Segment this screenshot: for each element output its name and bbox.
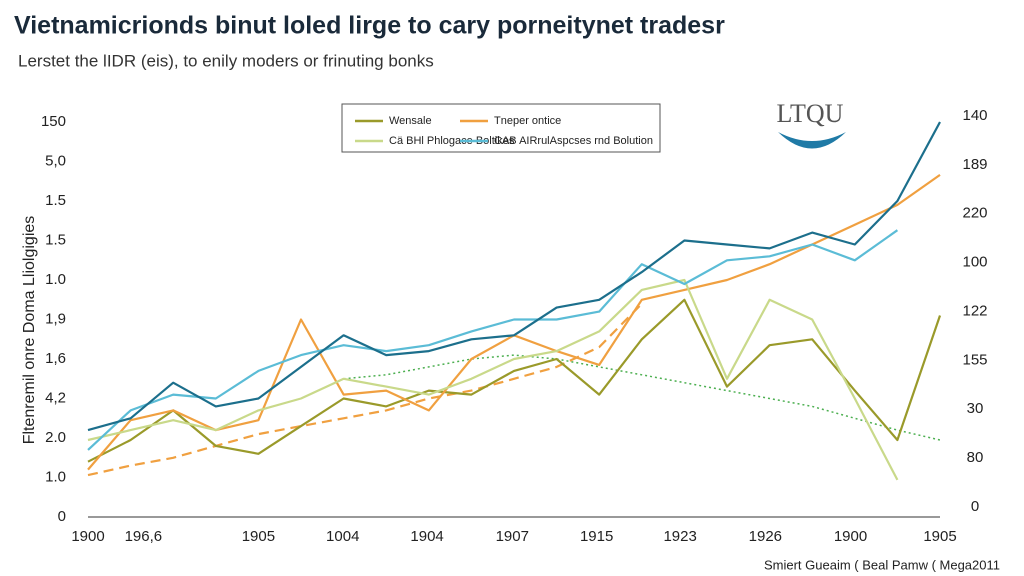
- series-line: [87, 121, 941, 432]
- y-tick-label: 1.0: [45, 271, 66, 288]
- chart-subtitle: Lerstet the lIDR (eis), to enily moders …: [18, 51, 434, 70]
- y2-tick-label: 122: [962, 302, 987, 319]
- series-line: [87, 278, 899, 481]
- legend-label: Wensale: [389, 115, 432, 127]
- y-tick-label: 2.0: [45, 429, 66, 446]
- y-tick-label: 1.0: [45, 468, 66, 485]
- x-tick-label: 1904: [410, 528, 443, 545]
- series-line: [87, 229, 899, 451]
- logo-text: LTQU: [777, 99, 844, 128]
- x-tick-label: 1905: [923, 528, 956, 545]
- y-tick-label: 1,6: [45, 350, 66, 367]
- x-tick-label: 1915: [580, 528, 613, 545]
- y-tick-label: 4,2: [45, 389, 66, 406]
- y2-tick-label: 220: [962, 205, 987, 222]
- y2-tick-label: 0: [971, 498, 979, 515]
- source-note: Smiert Gueaim ( Beal Pamw ( Mega2011: [764, 557, 1000, 572]
- logo: LTQU: [777, 99, 846, 149]
- y2-tick-label: 80: [967, 449, 984, 466]
- y-tick-label: 1,9: [45, 310, 66, 327]
- x-tick-label: 1905: [242, 528, 275, 545]
- legend-label: Cä BHl Phlogace Boltikes: [389, 135, 515, 147]
- y-tick-label: 1.5: [45, 192, 66, 209]
- series-line: [87, 298, 942, 463]
- series-line: [87, 302, 643, 477]
- y-tick-label: 0: [58, 508, 66, 525]
- x-tick-label: 196,6: [125, 528, 163, 545]
- series-line: [343, 354, 941, 441]
- y2-tick-label: 189: [962, 156, 987, 173]
- x-tick-label: 1900: [834, 528, 867, 545]
- y2-tick-label: 100: [962, 254, 987, 271]
- logo-swoosh: [778, 132, 846, 149]
- y-tick-label: 150: [41, 113, 66, 130]
- y2-tick-label: 155: [962, 351, 987, 368]
- legend-label: CAB AIRrulAspcses rnd Bolution: [494, 135, 653, 147]
- y-tick-label: 5,0: [45, 152, 66, 169]
- legend-box: [341, 103, 661, 153]
- y2-tick-label: 30: [967, 400, 984, 417]
- x-tick-label: 1004: [326, 528, 359, 545]
- chart-title: Vietnamicrionds binut loled lirge to car…: [14, 12, 725, 40]
- y-tick-label: 1.5: [45, 231, 66, 248]
- y-axis-label: Fltenremil onre Doma Lliolgigies: [21, 216, 38, 445]
- x-tick-label: 1900: [71, 528, 104, 545]
- legend-label: Tneper ontice: [494, 115, 561, 127]
- x-tick-label: 1923: [663, 528, 696, 545]
- x-tick-label: 1907: [496, 528, 529, 545]
- y2-tick-label: 140: [962, 107, 987, 124]
- x-tick-label: 1926: [749, 528, 782, 545]
